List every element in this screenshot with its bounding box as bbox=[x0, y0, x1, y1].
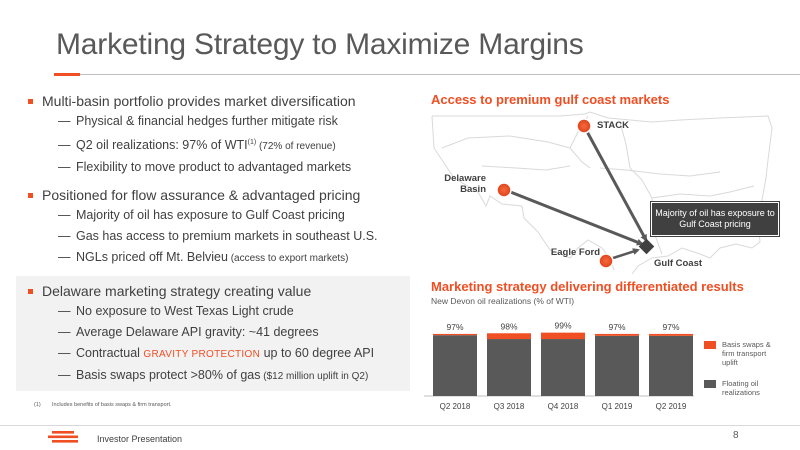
title-accent-bar bbox=[54, 73, 80, 76]
stack-marker bbox=[576, 118, 592, 134]
bullet-square-icon bbox=[28, 289, 33, 294]
bullet-group-delaware: Delaware marketing strategy creating val… bbox=[16, 276, 410, 391]
bar-floating-4 bbox=[649, 335, 693, 396]
arrow-eagleford-to-gulf bbox=[609, 248, 640, 261]
sub-bullet: — Basis swaps protect >80% of gas ($12 mi… bbox=[26, 365, 410, 387]
sub-bullet: — Q2 oil realizations: 97% of WTI(1) (72%… bbox=[26, 132, 416, 157]
bar-uplift-2 bbox=[541, 332, 585, 340]
x-tick-label: Q2 2018 bbox=[440, 402, 471, 411]
sub-bullet: — Majority of oil has exposure to Gulf Co… bbox=[26, 205, 416, 226]
bar-floating-3 bbox=[595, 335, 639, 396]
gulf-coast-callout: Majority of oil has exposure to Gulf Coa… bbox=[650, 201, 780, 237]
map-title: Access to premium gulf coast markets bbox=[431, 92, 670, 107]
footer-divider bbox=[0, 425, 800, 426]
footer-label: Investor Presentation bbox=[97, 434, 183, 444]
dash-icon: — bbox=[58, 114, 71, 128]
x-tick-label: Q2 2019 bbox=[656, 402, 687, 411]
bar-total-label: 97% bbox=[662, 322, 679, 332]
bullet-group-flow-assurance: Positioned for flow assurance & advantag… bbox=[26, 184, 416, 273]
bar-uplift-4 bbox=[649, 333, 693, 336]
gulf-coast-marker bbox=[638, 238, 655, 255]
bar-total-label: 98% bbox=[500, 321, 517, 331]
bullet-main-text: Positioned for flow assurance & advantag… bbox=[42, 187, 361, 203]
label-gulf-coast: Gulf Coast bbox=[654, 258, 703, 269]
dash-icon: — bbox=[58, 250, 71, 264]
sub-bullet: — Flexibility to move product to advantag… bbox=[26, 157, 416, 178]
x-tick-label: Q3 2018 bbox=[494, 402, 525, 411]
dash-icon: — bbox=[58, 138, 71, 153]
bar-uplift-3 bbox=[595, 333, 639, 336]
legend-label-floating: Floating oil realizations bbox=[722, 379, 760, 397]
label-delaware-basin: Delaware Basin bbox=[444, 173, 486, 195]
chart-subtitle: New Devon oil realizations (% of WTI) bbox=[431, 296, 575, 306]
gravity-protection-highlight: GRAVITY PROTECTION bbox=[143, 349, 261, 360]
bar-total-label: 97% bbox=[608, 322, 625, 332]
dash-icon: — bbox=[58, 346, 71, 360]
arrow-delaware-to-gulf bbox=[507, 189, 644, 246]
x-tick-label: Q4 2018 bbox=[548, 402, 579, 411]
bar-uplift-0 bbox=[433, 333, 477, 336]
us-map bbox=[431, 111, 773, 275]
legend-label-uplift: Basis swaps & firm transport uplift bbox=[722, 340, 771, 367]
eagle-ford-marker bbox=[598, 253, 614, 269]
bullet-main-text: Multi-basin portfolio provides market di… bbox=[42, 93, 356, 109]
bar-floating-2 bbox=[541, 339, 585, 396]
bullet-square-icon bbox=[28, 193, 33, 198]
dash-icon: — bbox=[58, 229, 71, 243]
page-number: 8 bbox=[733, 430, 739, 441]
bar-floating-0 bbox=[433, 335, 477, 396]
dash-icon: — bbox=[58, 304, 71, 318]
delaware-marker bbox=[496, 182, 512, 198]
label-eagle-ford: Eagle Ford bbox=[550, 247, 600, 258]
chart-title: Marketing strategy delivering differenti… bbox=[431, 279, 744, 294]
sub-bullet: — Gas has access to premium markets in so… bbox=[26, 226, 416, 247]
dash-icon: — bbox=[58, 208, 71, 222]
bar-uplift-1 bbox=[487, 333, 531, 340]
footnote-ref: (1) bbox=[247, 139, 257, 146]
sub-bullet: — NGLs priced off Mt. Belvieu (access to … bbox=[26, 247, 416, 269]
sub-bullet: — Contractual GRAVITY PROTECTION up to 60… bbox=[26, 343, 410, 365]
bullet-main-text: Delaware marketing strategy creating val… bbox=[42, 283, 312, 299]
bar-total-label: 99% bbox=[554, 321, 571, 331]
legend-swatch-uplift bbox=[704, 341, 716, 349]
slide-title: Marketing Strategy to Maximize Margins bbox=[56, 28, 584, 61]
dash-icon: — bbox=[58, 160, 71, 175]
bar-floating-1 bbox=[487, 339, 531, 396]
realizations-bar-chart: 97% Q2 2018 98% Q3 2018 99% Q4 2018 97% Q1 2019… bbox=[424, 321, 694, 411]
company-logo-icon bbox=[48, 431, 78, 443]
legend-swatch-floating bbox=[704, 380, 716, 388]
bullet-group-diversification: Multi-basin portfolio provides market di… bbox=[26, 90, 416, 182]
bar-total-label: 97% bbox=[446, 322, 463, 332]
label-stack: STACK bbox=[597, 120, 630, 131]
arrow-stack-to-gulf bbox=[582, 125, 648, 242]
x-tick-label: Q1 2019 bbox=[602, 402, 633, 411]
sub-bullet: — Average Delaware API gravity: ~41 degre… bbox=[26, 322, 410, 343]
sub-bullet: — No exposure to West Texas Light crude bbox=[26, 301, 410, 322]
title-divider bbox=[54, 74, 800, 75]
sub-bullet: — Physical & financial hedges further mit… bbox=[26, 111, 416, 132]
dash-icon: — bbox=[58, 368, 71, 382]
dash-icon: — bbox=[58, 325, 71, 339]
bullet-square-icon bbox=[28, 99, 33, 104]
footnote: (1) Includes benefits of basis swaps & fi… bbox=[34, 402, 172, 408]
